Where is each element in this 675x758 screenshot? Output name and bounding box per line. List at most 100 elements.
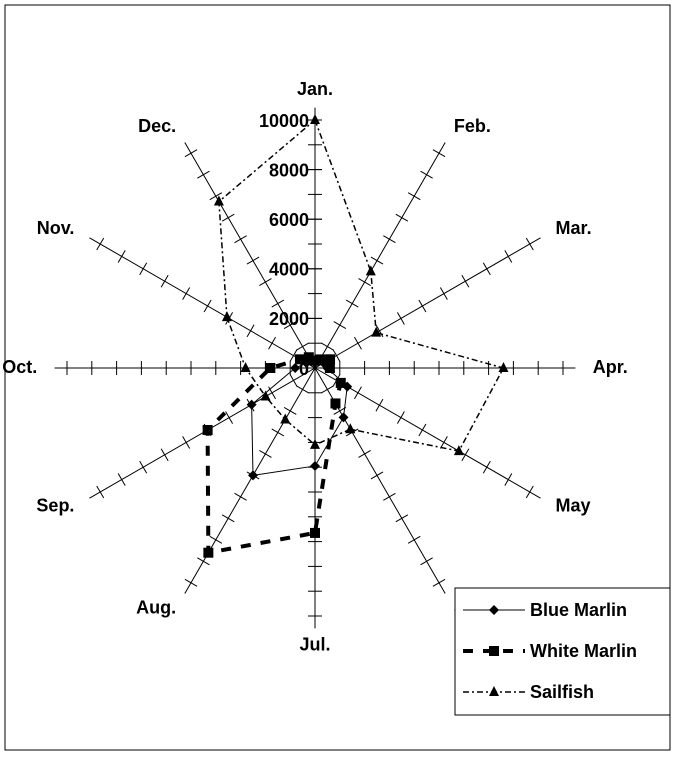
axis-tick bbox=[333, 321, 347, 329]
axis-tick bbox=[482, 460, 491, 474]
axis-tick bbox=[221, 213, 235, 222]
axis-tick bbox=[418, 423, 427, 437]
data-point bbox=[310, 438, 320, 449]
axis-tick bbox=[203, 299, 212, 313]
category-label: Dec. bbox=[138, 116, 176, 136]
axis-tick bbox=[432, 578, 446, 587]
tick-label: 8000 bbox=[269, 160, 309, 180]
axis-tick bbox=[525, 485, 534, 499]
data-point bbox=[324, 363, 335, 373]
axis-tick bbox=[234, 492, 247, 501]
data-point bbox=[371, 326, 382, 337]
category-label: Apr. bbox=[593, 357, 628, 377]
axis-tick bbox=[482, 262, 491, 276]
axis-tick bbox=[333, 407, 347, 415]
category-label: Mar. bbox=[556, 218, 592, 238]
axis-tick bbox=[321, 385, 334, 394]
legend-marker bbox=[489, 686, 499, 696]
axis-tick bbox=[259, 278, 272, 287]
legend: Blue Marlin White Marlin Sailfish bbox=[454, 587, 671, 716]
data-point bbox=[345, 423, 356, 434]
data-point bbox=[498, 362, 509, 372]
axis-tick bbox=[358, 449, 371, 458]
axis-tick bbox=[383, 235, 396, 244]
axis-tick bbox=[160, 448, 169, 462]
axis-tick bbox=[268, 336, 276, 350]
data-point bbox=[280, 413, 291, 424]
data-point bbox=[213, 195, 224, 206]
axis-tick bbox=[395, 514, 409, 523]
axis-tick bbox=[432, 149, 446, 158]
axis-tick bbox=[396, 411, 405, 424]
axis-tick bbox=[182, 287, 191, 300]
category-label: Oct. bbox=[2, 357, 37, 377]
axis-line bbox=[314, 237, 541, 369]
axis-tick bbox=[139, 460, 148, 474]
axis-tick bbox=[182, 436, 191, 449]
data-point bbox=[453, 445, 464, 456]
axis-tick bbox=[117, 473, 126, 486]
data-point bbox=[203, 547, 214, 558]
axis-tick bbox=[246, 256, 260, 265]
axis-tick bbox=[197, 170, 210, 179]
legend-label: Blue Marlin bbox=[530, 600, 627, 620]
category-label: Aug. bbox=[136, 597, 176, 617]
data-point bbox=[248, 470, 258, 481]
axis-tick bbox=[358, 278, 371, 287]
axis-tick bbox=[461, 448, 470, 462]
frame bbox=[4, 4, 671, 751]
data-point bbox=[294, 354, 305, 365]
axis-tick bbox=[225, 411, 234, 424]
axis-tick bbox=[296, 342, 309, 351]
axis-line bbox=[184, 142, 316, 369]
axis-tick bbox=[370, 471, 384, 480]
axis-tick bbox=[383, 492, 396, 501]
axis-tick bbox=[420, 170, 433, 179]
axis-tick bbox=[209, 535, 223, 544]
data-point bbox=[338, 412, 349, 423]
axis-line bbox=[89, 237, 316, 369]
axis-tick bbox=[418, 299, 427, 313]
axis-tick bbox=[246, 324, 255, 338]
axis-line bbox=[314, 367, 541, 499]
axis-tick bbox=[332, 349, 341, 362]
axis-tick bbox=[96, 485, 105, 499]
axis-line bbox=[314, 142, 446, 369]
axis-tick bbox=[283, 321, 297, 329]
category-label: Feb. bbox=[454, 116, 491, 136]
category-label: Nov. bbox=[37, 218, 75, 238]
legend-marker bbox=[489, 605, 499, 615]
axis-tick bbox=[420, 557, 433, 566]
axis-tick bbox=[321, 342, 334, 351]
axis-tick bbox=[221, 514, 235, 523]
data-point bbox=[260, 390, 271, 401]
axis-tick bbox=[289, 374, 298, 387]
axis-line bbox=[89, 367, 316, 499]
axis-tick bbox=[439, 287, 448, 300]
axis-tick bbox=[234, 235, 247, 244]
data-point bbox=[290, 363, 301, 373]
axis-tick bbox=[345, 299, 359, 308]
data-point bbox=[314, 354, 325, 365]
axis-tick bbox=[407, 535, 421, 544]
data-point bbox=[335, 377, 346, 388]
axis-tick bbox=[395, 213, 409, 222]
axis-tick bbox=[283, 407, 297, 415]
data-point bbox=[265, 363, 276, 373]
category-label: Jan. bbox=[297, 79, 333, 99]
data-point bbox=[310, 527, 320, 538]
axis-tick bbox=[354, 336, 362, 350]
data-point bbox=[310, 114, 320, 124]
data-point bbox=[365, 265, 376, 276]
category-label: May bbox=[556, 496, 591, 516]
axis-tick bbox=[289, 349, 298, 362]
series-line bbox=[218, 118, 505, 452]
data-point bbox=[246, 399, 257, 410]
data-point bbox=[310, 460, 320, 471]
axis-tick bbox=[296, 385, 309, 394]
legend-marker bbox=[489, 646, 499, 656]
axis-tick bbox=[504, 250, 513, 263]
axis-tick bbox=[271, 299, 285, 308]
data-point bbox=[325, 354, 336, 365]
tick-label: 10000 bbox=[259, 111, 309, 131]
